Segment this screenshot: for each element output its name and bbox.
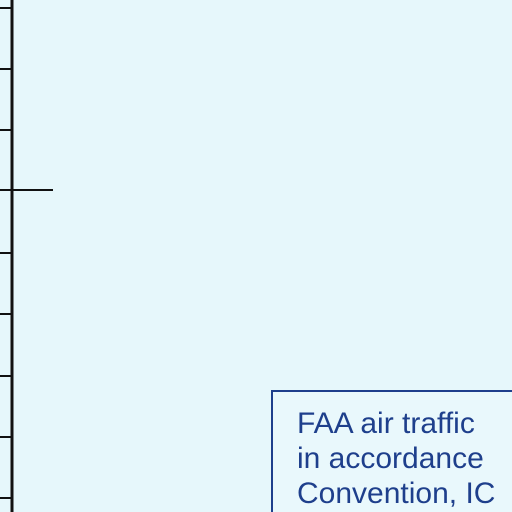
note-line-1: FAA air traffic — [297, 407, 475, 440]
note-line-2: in accordance — [297, 442, 484, 475]
note-line-3: Convention, IC — [297, 477, 496, 510]
airspace-note-box: FAA air traffic in accordance Convention… — [271, 390, 512, 512]
